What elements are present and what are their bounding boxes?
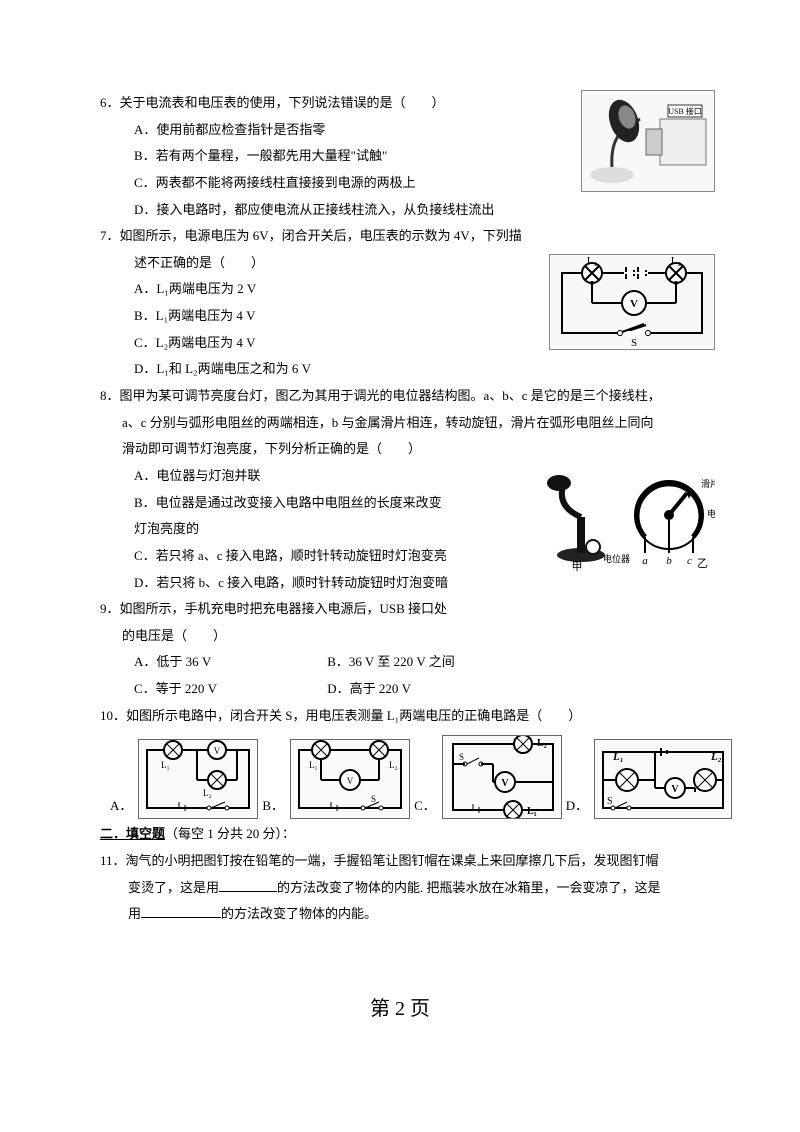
q10-circuit-d: L₁ L₂ V S [594, 739, 732, 819]
q11-blank-1[interactable] [219, 876, 277, 891]
q7-option-d: D．L₁和 L₂两端电压之和为 6 V [100, 356, 715, 383]
section-2-note: （每空 1 分共 20 分）： [165, 826, 295, 841]
svg-text:L₂: L₂ [537, 738, 547, 749]
q6-stem: 关于电流表和电压表的使用，下列说法错误的是（ ） [120, 90, 573, 117]
q11-number: 11． [100, 848, 126, 875]
q10-circuit-c: L₂ S V L₁ [442, 735, 562, 819]
question-9: 9． 如图所示，手机充电时把充电器接入电源后，USB 接口处 的电压是（ ） A… [100, 596, 715, 703]
figure-q7-circuit: L₁ L₂ V [549, 254, 715, 350]
q11-blank-2[interactable] [141, 903, 221, 918]
usb-label: USB 接口 [668, 106, 702, 116]
q8-dzs-label: 电阻丝 [707, 508, 715, 519]
usb-charger-svg: USB 接口 [582, 91, 714, 191]
q6-option-d: D．接入电路时，都应使电流从正接线柱流入，从负接线柱流出 [100, 197, 715, 224]
question-7: 7． 如图所示，电源电压为 6V，闭合开关后，电压表的示数为 4V，下列描 L₁… [100, 223, 715, 383]
q10-label-c: C． [414, 793, 438, 820]
q10-label-b: B． [262, 793, 286, 820]
svg-text:L₁: L₁ [527, 806, 537, 817]
q8-dwq-label: 电位器 [603, 553, 630, 564]
q11-line1: 淘气的小明把图钉按在铅笔的一端，手握铅笔让图钉帽在课桌上来回摩擦几下后，发现图钉… [126, 848, 715, 875]
q11-line2a: 变烫了，这是用 [128, 880, 219, 895]
q8-number: 8． [100, 383, 120, 410]
q10-circuit-a: V L₁ L₂ [138, 739, 258, 819]
svg-text:V: V [501, 778, 509, 789]
q8-stem-line2: a、c 分别与弧形电阻丝的两端相连，b 与金属滑片相连，转动旋钮，滑片在弧形电阻… [100, 410, 715, 437]
q8-stem-line1: 图甲为某可调节亮度台灯，图乙为其用于调光的电位器结构图。a、b、c 是它的是三个… [120, 383, 715, 410]
svg-text:V: V [672, 784, 680, 795]
svg-text:S: S [607, 796, 613, 807]
q7-circuit-svg: L₁ L₂ V [550, 255, 714, 349]
q8-option-d: D．若只将 b、c 接入电路，顺时针转动旋钮时灯泡变暗 [100, 570, 715, 597]
q11-line2: 变烫了，这是用 的方法改变了物体的内能. 把瓶装水放在冰箱里，一会变凉了，这是 [100, 875, 715, 902]
q8-hc-label: 滑片 [701, 478, 715, 489]
q7-stem-line1: 如图所示，电源电压为 6V，闭合开关后，电压表的示数为 4V，下列描 [120, 223, 715, 250]
q7-v-label: V [630, 298, 638, 310]
q7-s-label: S [631, 337, 637, 349]
q8-b-label: b [666, 555, 672, 567]
svg-text:S: S [459, 752, 464, 762]
q7-number: 7． [100, 223, 120, 250]
q9-options-row1: A．低于 36 V B．36 V 至 220 V 之间 [100, 649, 715, 676]
q8-pot-svg: 电位器 甲 滑片 电阻丝 a b c 乙 [537, 467, 715, 573]
q9-option-a: A．低于 36 V [134, 649, 324, 676]
q11-line3b: 的方法改变了物体的内能。 [221, 906, 377, 921]
q8-jia-label: 甲 [572, 561, 583, 573]
q9-stem-line1: 如图所示，手机充电时把充电器接入电源后，USB 接口处 [120, 596, 715, 623]
figure-usb-charger: USB 接口 [581, 90, 715, 192]
q8-c-label: c [687, 555, 692, 567]
q9-options-row2: C．等于 220 V D．高于 220 V [100, 676, 715, 703]
q9-number: 9． [100, 596, 120, 623]
q11-line2b: 的方法改变了物体的内能. 把瓶装水放在冰箱里，一会变凉了，这是 [277, 880, 661, 895]
page: USB 接口 6． 关于电流表和电压表的使用，下列说法错误的是（ ） A．使用前… [0, 0, 800, 968]
q6-number: 6． [100, 90, 120, 117]
svg-text:L₂: L₂ [710, 751, 722, 763]
q9-stem-line2: 的电压是（ ） [100, 623, 715, 650]
q7-l1-label: L₁ [587, 255, 598, 267]
q11-line3: 用 的方法改变了物体的内能。 [100, 901, 715, 928]
question-10: 10． 如图所示电路中，闭合开关 S，用电压表测量 L₁两端电压的正确电路是（ … [100, 703, 715, 820]
q10-stem: 如图所示电路中，闭合开关 S，用电压表测量 L₁两端电压的正确电路是（ ） [126, 703, 715, 730]
q9-option-b: B．36 V 至 220 V 之间 [327, 649, 455, 676]
q8-a-label: a [642, 555, 648, 567]
svg-text:L₁: L₁ [161, 760, 170, 770]
svg-text:V: V [214, 746, 221, 756]
section-2-title: 二．填空题 [100, 826, 165, 841]
q9-option-d: D．高于 220 V [327, 676, 411, 703]
svg-text:S: S [371, 794, 376, 804]
section-2-heading: 二．填空题（每空 1 分共 20 分）： [100, 821, 715, 848]
figure-q8-potentiometer: 电位器 甲 滑片 电阻丝 a b c 乙 [537, 467, 715, 573]
question-6: 6． 关于电流表和电压表的使用，下列说法错误的是（ ） [100, 90, 573, 117]
q10-label-d: D． [566, 793, 590, 820]
q7-l2-label: L₂ [671, 255, 682, 267]
q8-yi-label: 乙 [697, 557, 708, 570]
svg-text:L₂: L₂ [203, 788, 212, 798]
question-11: 11． 淘气的小明把图钉按在铅笔的一端，手握铅笔让图钉帽在课桌上来回摩擦几下后，… [100, 848, 715, 928]
svg-text:L₂: L₂ [389, 760, 398, 770]
q9-option-c: C．等于 220 V [134, 676, 324, 703]
svg-text:V: V [347, 776, 354, 786]
q10-label-a: A． [110, 793, 134, 820]
question-8: 8． 图甲为某可调节亮度台灯，图乙为其用于调光的电位器结构图。a、b、c 是它的… [100, 383, 715, 596]
svg-text:L₁: L₁ [309, 760, 318, 770]
q10-circuit-row: A． V L₁ L₂ B． V L₁ L₂ S C． L₂ S V L₁ D． L₁ L₂ V S [100, 735, 715, 819]
q11-line3a: 用 [128, 906, 141, 921]
q8-stem-line3: 滑动即可调节灯泡亮度，下列分析正确的是（ ） [100, 436, 715, 463]
q10-circuit-b: V L₁ L₂ S [290, 739, 410, 819]
svg-text:L₁: L₁ [612, 751, 624, 763]
q10-number: 10． [100, 703, 126, 730]
page-footer: 第 2 页 [0, 968, 800, 1041]
